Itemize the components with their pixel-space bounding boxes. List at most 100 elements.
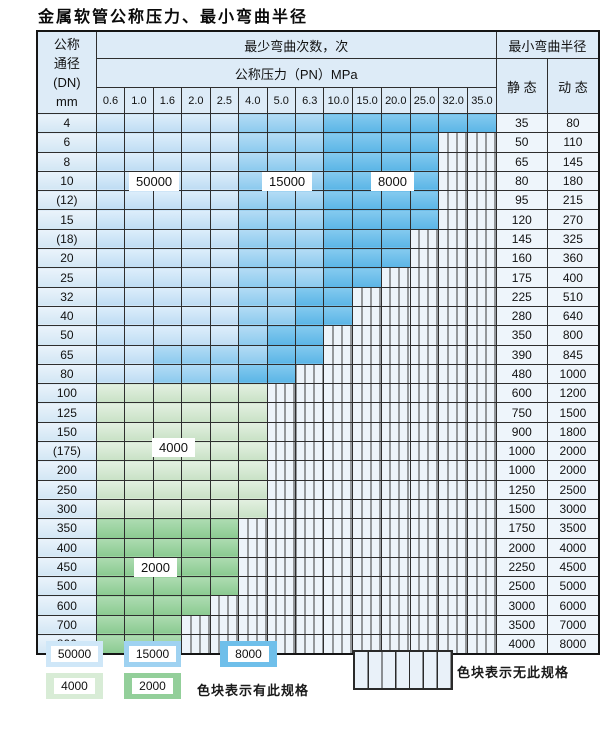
grid-cell bbox=[124, 305, 154, 327]
static-value: 225 bbox=[495, 286, 548, 307]
grid-cell bbox=[438, 325, 469, 346]
grid-cell bbox=[95, 402, 126, 423]
grid-cell bbox=[352, 576, 382, 597]
dn-cell: 4 bbox=[36, 112, 97, 134]
grid-cell bbox=[152, 228, 183, 250]
grid-cell bbox=[238, 286, 268, 307]
grid-cell bbox=[380, 267, 411, 288]
dn-cell: 20 bbox=[36, 248, 97, 269]
dynamic-value: 110 bbox=[546, 132, 600, 153]
grid-cell bbox=[152, 537, 183, 558]
grid-cell bbox=[467, 402, 497, 423]
grid-cell bbox=[181, 267, 211, 288]
grid-cell bbox=[266, 286, 297, 307]
grid-cell bbox=[266, 595, 297, 616]
grid-cell bbox=[95, 112, 126, 134]
pressure-tick: 0.6 bbox=[95, 87, 126, 114]
pressure-tick: 4.0 bbox=[238, 87, 268, 114]
grid-cell bbox=[238, 595, 268, 616]
static-value: 160 bbox=[495, 248, 548, 269]
grid-cell bbox=[323, 305, 354, 327]
pressure-tick: 35.0 bbox=[467, 87, 497, 114]
table-row: 20 160 360 bbox=[36, 248, 600, 269]
grid-cell bbox=[409, 305, 440, 327]
static-value: 65 bbox=[495, 151, 548, 172]
grid-cell bbox=[409, 479, 440, 500]
grid-cell bbox=[323, 383, 354, 404]
grid-cell bbox=[409, 190, 440, 211]
static-value: 2000 bbox=[495, 537, 548, 558]
corner-line-1: 公称 bbox=[53, 36, 80, 52]
dn-cell: (18) bbox=[36, 228, 97, 250]
grid-cell bbox=[295, 634, 325, 655]
grid-cell bbox=[124, 614, 154, 636]
grid-cell bbox=[380, 634, 411, 655]
grid-cell bbox=[95, 518, 126, 539]
grid-cell bbox=[95, 479, 126, 500]
grid-cell bbox=[181, 460, 211, 481]
grid-cell bbox=[438, 576, 469, 597]
grid-cell bbox=[152, 460, 183, 481]
grid-cell bbox=[295, 402, 325, 423]
grid-cell bbox=[352, 305, 382, 327]
dynamic-value: 4000 bbox=[546, 537, 600, 558]
grid-cell bbox=[323, 498, 354, 520]
dn-cell: 150 bbox=[36, 421, 97, 443]
grid-cell bbox=[467, 112, 497, 134]
grid-cell bbox=[467, 460, 497, 481]
grid-cell bbox=[380, 460, 411, 481]
dynamic-value: 6000 bbox=[546, 595, 600, 616]
static-value: 2250 bbox=[495, 556, 548, 578]
dn-cell: 65 bbox=[36, 344, 97, 365]
grid-cell bbox=[209, 112, 240, 134]
grid-cell bbox=[181, 151, 211, 172]
grid-cell bbox=[181, 112, 211, 134]
grid-cell bbox=[438, 441, 469, 462]
grid-cell bbox=[380, 286, 411, 307]
grid-cell bbox=[209, 556, 240, 578]
grid-cell bbox=[95, 170, 126, 192]
grid-cell bbox=[380, 402, 411, 423]
grid-cell bbox=[238, 151, 268, 172]
grid-cell bbox=[152, 112, 183, 134]
grid-cell bbox=[438, 595, 469, 616]
grid-cell bbox=[467, 441, 497, 462]
grid-cell bbox=[323, 402, 354, 423]
static-value: 1000 bbox=[495, 460, 548, 481]
grid-cell bbox=[181, 248, 211, 269]
grid-cell bbox=[295, 286, 325, 307]
grid-cell bbox=[295, 267, 325, 288]
grid-cell bbox=[95, 305, 126, 327]
grid-cell bbox=[323, 576, 354, 597]
pressure-tick: 20.0 bbox=[380, 87, 411, 114]
bend-count-header: 最少弯曲次数，次 bbox=[95, 30, 497, 59]
grid-cell bbox=[295, 614, 325, 636]
grid-cell bbox=[181, 421, 211, 443]
grid-cell bbox=[352, 383, 382, 404]
pressure-tick: 25.0 bbox=[409, 87, 440, 114]
grid-cell bbox=[266, 190, 297, 211]
dn-cell: 100 bbox=[36, 383, 97, 404]
table-row: 8 65 145 bbox=[36, 151, 600, 172]
grid-cell bbox=[95, 132, 126, 153]
table-body: 4 35 80 6 50 110 8 65 145 10 80 180 (12) 95 215 15 120 27… bbox=[36, 112, 600, 655]
page-title: 金属软管公称压力、最小弯曲半径 bbox=[38, 7, 309, 26]
grid-cell bbox=[238, 460, 268, 481]
grid-cell bbox=[238, 537, 268, 558]
grid-cell bbox=[238, 132, 268, 153]
table-row: 500 2500 5000 bbox=[36, 576, 600, 597]
grid-cell bbox=[409, 421, 440, 443]
grid-cell bbox=[352, 634, 382, 655]
grid-cell bbox=[238, 421, 268, 443]
grid-cell bbox=[238, 556, 268, 578]
grid-cell bbox=[380, 151, 411, 172]
grid-cell bbox=[295, 595, 325, 616]
dynamic-value: 8000 bbox=[546, 634, 600, 655]
grid-cell bbox=[152, 383, 183, 404]
grid-cell bbox=[152, 614, 183, 636]
grid-cell bbox=[209, 190, 240, 211]
grid-cell bbox=[467, 170, 497, 192]
grid-cell bbox=[209, 634, 240, 655]
grid-cell bbox=[238, 479, 268, 500]
pressure-tick: 1.0 bbox=[124, 87, 154, 114]
